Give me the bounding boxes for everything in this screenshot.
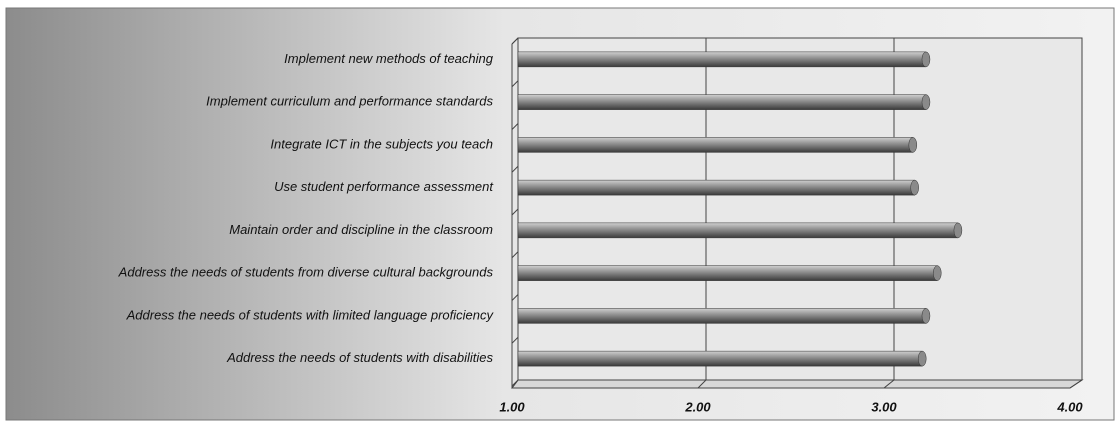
bar <box>517 308 927 324</box>
bar <box>517 350 923 367</box>
category-tick <box>511 379 519 387</box>
y-tick-label: Maintain order and discipline in the cla… <box>229 222 493 237</box>
x-tick-label: 4.00 <box>1056 399 1083 414</box>
bar <box>517 265 938 281</box>
category-tick <box>511 80 519 88</box>
x-tick-label: 1.00 <box>499 399 525 414</box>
category-tick <box>511 37 519 45</box>
floor <box>511 379 1084 389</box>
bar-cap <box>921 51 931 68</box>
back-wall <box>517 37 1083 381</box>
y-tick-label: Use student performance assessment <box>274 179 494 194</box>
bar-cap <box>921 94 931 110</box>
y-tick-label: Integrate ICT in the subjects you teach <box>270 136 493 151</box>
bar <box>517 51 927 68</box>
x-tick-label: 2.00 <box>684 399 711 414</box>
x-tick-label: 3.00 <box>871 399 897 414</box>
tick-mark <box>883 379 895 389</box>
category-tick <box>511 294 519 301</box>
bar-cap <box>921 308 931 324</box>
bar <box>517 179 915 196</box>
bar-cap <box>932 265 942 281</box>
bar-cap <box>953 222 963 239</box>
tick-mark <box>1069 379 1083 389</box>
bar-cap <box>908 137 918 153</box>
category-tick <box>511 251 519 259</box>
category-tick <box>511 336 519 344</box>
bar-cap <box>917 350 927 367</box>
y-tick-label: Address the needs of students with limit… <box>126 307 495 322</box>
category-tick <box>511 208 519 216</box>
y-tick-label: Implement curriculum and performance sta… <box>206 94 493 109</box>
bar-cap <box>910 179 919 196</box>
category-tick <box>511 165 519 173</box>
y-tick-label: Address the needs of students with disab… <box>226 350 493 365</box>
y-tick-label: Address the needs of students from diver… <box>118 265 494 280</box>
bar <box>517 94 927 110</box>
category-tick <box>511 123 519 130</box>
y-tick-label: Implement new methods of teaching <box>284 51 494 66</box>
bar <box>517 137 914 153</box>
tick-mark <box>697 379 707 389</box>
bar <box>517 222 959 239</box>
